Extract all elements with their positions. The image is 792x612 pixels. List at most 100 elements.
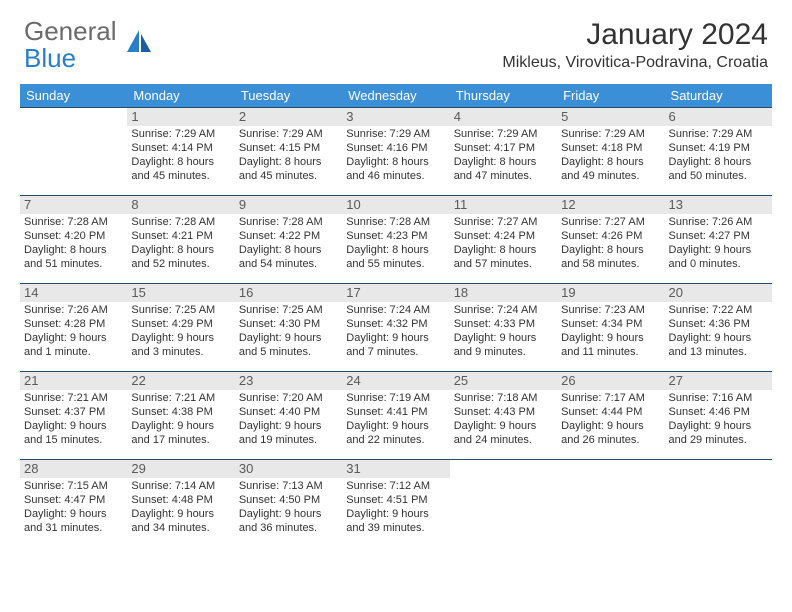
day-number: 31 [342,460,449,478]
day-info-line: Sunset: 4:28 PM [24,318,123,332]
day-info-line: and 34 minutes. [131,522,230,536]
day-info-line: Daylight: 9 hours [131,420,230,434]
day-info-line: Sunset: 4:20 PM [24,230,123,244]
day-info-line: Daylight: 9 hours [669,332,768,346]
day-info-line: Daylight: 9 hours [346,508,445,522]
calendar-day-cell: 6Sunrise: 7:29 AMSunset: 4:19 PMDaylight… [665,108,772,196]
day-info-line: Daylight: 9 hours [346,332,445,346]
calendar-week-row: 1Sunrise: 7:29 AMSunset: 4:14 PMDaylight… [20,108,772,196]
day-info-line: and 55 minutes. [346,258,445,272]
day-info-line: Daylight: 9 hours [131,332,230,346]
day-number: 14 [20,284,127,302]
day-info-line: Sunset: 4:33 PM [454,318,553,332]
calendar-header-row: SundayMondayTuesdayWednesdayThursdayFrid… [20,84,772,108]
header: General Blue January 2024 Mikleus, Virov… [0,0,792,78]
day-info-line: Sunset: 4:34 PM [561,318,660,332]
weekday-header: Monday [127,84,234,108]
day-info-line: Sunset: 4:27 PM [669,230,768,244]
day-info-line: Daylight: 8 hours [131,156,230,170]
day-info-line: Daylight: 9 hours [669,244,768,258]
day-info-line: Sunset: 4:48 PM [131,494,230,508]
day-info-line: Daylight: 8 hours [561,156,660,170]
day-info-line: and 15 minutes. [24,434,123,448]
day-info-line: Daylight: 9 hours [454,332,553,346]
day-info-line: Sunrise: 7:28 AM [24,216,123,230]
day-info-line: Sunrise: 7:22 AM [669,304,768,318]
calendar-day-cell: 10Sunrise: 7:28 AMSunset: 4:23 PMDayligh… [342,196,449,284]
day-number: 10 [342,196,449,214]
day-info-line: Sunrise: 7:27 AM [561,216,660,230]
day-info-line: Sunrise: 7:23 AM [561,304,660,318]
day-info-line: Daylight: 9 hours [239,332,338,346]
day-info-line: Daylight: 8 hours [131,244,230,258]
day-info-line: Sunset: 4:43 PM [454,406,553,420]
day-info-line: Sunrise: 7:20 AM [239,392,338,406]
day-info-line: and 29 minutes. [669,434,768,448]
day-info-line: Daylight: 9 hours [24,332,123,346]
calendar-day-cell: 14Sunrise: 7:26 AMSunset: 4:28 PMDayligh… [20,284,127,372]
day-info-line: Sunset: 4:22 PM [239,230,338,244]
day-info-line: Sunset: 4:50 PM [239,494,338,508]
day-info-line: and 31 minutes. [24,522,123,536]
day-info-line: Daylight: 8 hours [346,156,445,170]
calendar-day-cell: 1Sunrise: 7:29 AMSunset: 4:14 PMDaylight… [127,108,234,196]
day-info-line: and 13 minutes. [669,346,768,360]
day-info-line: Sunset: 4:23 PM [346,230,445,244]
calendar-week-row: 14Sunrise: 7:26 AMSunset: 4:28 PMDayligh… [20,284,772,372]
day-info-line: Daylight: 9 hours [346,420,445,434]
day-info-line: Sunset: 4:17 PM [454,142,553,156]
weekday-header: Saturday [665,84,772,108]
day-info-line: Sunset: 4:51 PM [346,494,445,508]
sail-icon [123,28,153,63]
day-info-line: Sunrise: 7:24 AM [346,304,445,318]
day-info-line: Daylight: 8 hours [669,156,768,170]
calendar-day-cell: 26Sunrise: 7:17 AMSunset: 4:44 PMDayligh… [557,372,664,460]
calendar-day-cell: 2Sunrise: 7:29 AMSunset: 4:15 PMDaylight… [235,108,342,196]
day-info-line: and 54 minutes. [239,258,338,272]
day-number: 29 [127,460,234,478]
calendar-day-cell [557,460,664,548]
day-info-line: and 3 minutes. [131,346,230,360]
day-info-line: and 39 minutes. [346,522,445,536]
day-number: 18 [450,284,557,302]
day-info-line: Sunset: 4:15 PM [239,142,338,156]
day-info-line: Daylight: 8 hours [239,244,338,258]
calendar-day-cell: 9Sunrise: 7:28 AMSunset: 4:22 PMDaylight… [235,196,342,284]
day-info-line: Sunset: 4:19 PM [669,142,768,156]
day-info-line: Sunrise: 7:27 AM [454,216,553,230]
calendar-day-cell: 16Sunrise: 7:25 AMSunset: 4:30 PMDayligh… [235,284,342,372]
day-number: 8 [127,196,234,214]
day-info-line: Daylight: 8 hours [454,244,553,258]
day-number: 28 [20,460,127,478]
day-info-line: Sunset: 4:47 PM [24,494,123,508]
day-number: 3 [342,108,449,126]
day-info-line: Sunset: 4:26 PM [561,230,660,244]
day-info-line: and 50 minutes. [669,170,768,184]
title-block: January 2024 Mikleus, Virovitica-Podravi… [502,18,768,72]
location: Mikleus, Virovitica-Podravina, Croatia [502,54,768,72]
day-number: 1 [127,108,234,126]
calendar-day-cell: 3Sunrise: 7:29 AMSunset: 4:16 PMDaylight… [342,108,449,196]
day-info-line: Daylight: 9 hours [239,508,338,522]
calendar-day-cell: 21Sunrise: 7:21 AMSunset: 4:37 PMDayligh… [20,372,127,460]
day-info-line: Sunrise: 7:28 AM [346,216,445,230]
day-info-line: Sunrise: 7:17 AM [561,392,660,406]
day-number: 20 [665,284,772,302]
calendar-day-cell: 20Sunrise: 7:22 AMSunset: 4:36 PMDayligh… [665,284,772,372]
calendar-day-cell: 28Sunrise: 7:15 AMSunset: 4:47 PMDayligh… [20,460,127,548]
calendar-week-row: 28Sunrise: 7:15 AMSunset: 4:47 PMDayligh… [20,460,772,548]
calendar-day-cell [20,108,127,196]
day-info-line: and 52 minutes. [131,258,230,272]
logo: General Blue [24,18,153,72]
day-info-line: Daylight: 8 hours [561,244,660,258]
calendar-day-cell: 25Sunrise: 7:18 AMSunset: 4:43 PMDayligh… [450,372,557,460]
weekday-header: Tuesday [235,84,342,108]
calendar-day-cell: 31Sunrise: 7:12 AMSunset: 4:51 PMDayligh… [342,460,449,548]
day-number: 26 [557,372,664,390]
day-info-line: Sunset: 4:18 PM [561,142,660,156]
calendar-day-cell: 13Sunrise: 7:26 AMSunset: 4:27 PMDayligh… [665,196,772,284]
calendar-day-cell: 8Sunrise: 7:28 AMSunset: 4:21 PMDaylight… [127,196,234,284]
day-info-line: and 47 minutes. [454,170,553,184]
day-number: 27 [665,372,772,390]
day-info-line: Sunset: 4:32 PM [346,318,445,332]
